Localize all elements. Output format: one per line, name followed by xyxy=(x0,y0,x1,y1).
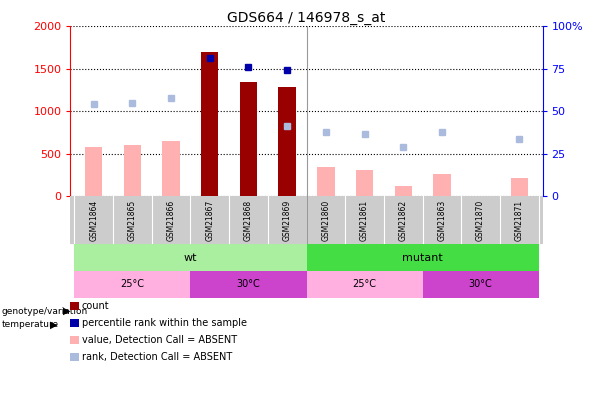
Text: GSM21865: GSM21865 xyxy=(128,200,137,241)
Text: GSM21861: GSM21861 xyxy=(360,200,369,241)
Text: GSM21866: GSM21866 xyxy=(167,200,175,241)
Text: GSM21870: GSM21870 xyxy=(476,200,485,241)
Text: wt: wt xyxy=(184,253,197,263)
Text: ▶: ▶ xyxy=(50,320,58,330)
Text: rank, Detection Call = ABSENT: rank, Detection Call = ABSENT xyxy=(82,352,232,362)
Bar xyxy=(74,271,191,298)
Text: GSM21871: GSM21871 xyxy=(515,200,524,241)
Text: mutant: mutant xyxy=(402,253,443,263)
Bar xyxy=(201,52,218,196)
Text: percentile rank within the sample: percentile rank within the sample xyxy=(82,318,246,328)
Bar xyxy=(395,186,412,196)
Bar xyxy=(306,271,422,298)
Text: temperature: temperature xyxy=(1,320,58,329)
Bar xyxy=(162,141,180,196)
Bar xyxy=(278,106,296,196)
Text: ▶: ▶ xyxy=(63,306,70,316)
Bar xyxy=(317,167,335,196)
Bar xyxy=(278,87,296,196)
Text: value, Detection Call = ABSENT: value, Detection Call = ABSENT xyxy=(82,335,237,345)
Text: GSM21860: GSM21860 xyxy=(321,200,330,241)
Text: GSM21864: GSM21864 xyxy=(89,200,98,241)
Bar xyxy=(422,271,539,298)
Text: genotype/variation: genotype/variation xyxy=(1,307,88,315)
Text: GSM21862: GSM21862 xyxy=(398,200,408,241)
Bar xyxy=(74,244,306,271)
Bar xyxy=(511,178,528,196)
Text: 25°C: 25°C xyxy=(352,279,376,289)
Bar xyxy=(356,170,373,196)
Text: GSM21869: GSM21869 xyxy=(283,200,292,241)
Text: GSM21863: GSM21863 xyxy=(438,200,446,241)
Text: GSM21868: GSM21868 xyxy=(244,200,253,241)
Bar xyxy=(85,147,102,196)
Text: 30°C: 30°C xyxy=(469,279,492,289)
Bar xyxy=(191,271,306,298)
Title: GDS664 / 146978_s_at: GDS664 / 146978_s_at xyxy=(227,11,386,25)
Text: 30°C: 30°C xyxy=(237,279,261,289)
Text: GSM21867: GSM21867 xyxy=(205,200,215,241)
Text: 25°C: 25°C xyxy=(120,279,145,289)
Bar xyxy=(124,145,141,196)
Bar xyxy=(433,174,451,196)
Bar xyxy=(306,244,539,271)
Text: count: count xyxy=(82,301,109,311)
Bar xyxy=(240,82,257,196)
